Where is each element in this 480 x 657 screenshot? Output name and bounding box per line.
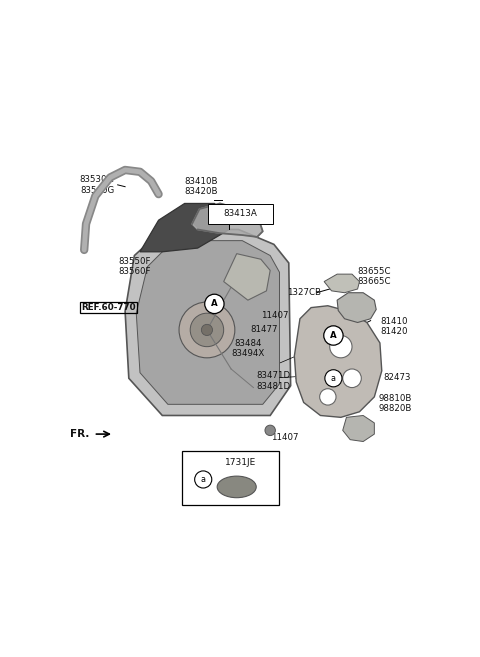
Circle shape xyxy=(204,294,224,313)
FancyBboxPatch shape xyxy=(208,204,273,224)
Polygon shape xyxy=(324,274,360,293)
Polygon shape xyxy=(140,204,229,252)
Text: a: a xyxy=(331,374,336,383)
Circle shape xyxy=(325,370,342,387)
Circle shape xyxy=(265,425,276,436)
Polygon shape xyxy=(343,415,374,442)
Circle shape xyxy=(190,313,224,347)
Text: a: a xyxy=(201,475,206,484)
Circle shape xyxy=(320,389,336,405)
Text: 1731JE: 1731JE xyxy=(225,458,256,467)
Text: 81410
81420: 81410 81420 xyxy=(381,317,408,336)
Text: 83530M
83540G: 83530M 83540G xyxy=(80,175,115,194)
Circle shape xyxy=(179,302,235,358)
Text: A: A xyxy=(211,300,218,308)
Text: 81477: 81477 xyxy=(250,325,277,334)
Text: 83550F
83560F: 83550F 83560F xyxy=(118,257,151,277)
Polygon shape xyxy=(224,254,270,300)
Polygon shape xyxy=(125,229,290,415)
Text: A: A xyxy=(330,331,337,340)
FancyBboxPatch shape xyxy=(181,451,279,505)
Text: 83484
83494X: 83484 83494X xyxy=(231,339,264,358)
Circle shape xyxy=(202,325,213,336)
Polygon shape xyxy=(337,293,376,323)
Circle shape xyxy=(324,326,343,345)
Text: 11407: 11407 xyxy=(261,311,289,319)
Circle shape xyxy=(343,369,361,388)
Text: FR.: FR. xyxy=(71,429,90,439)
Circle shape xyxy=(330,336,352,358)
Polygon shape xyxy=(136,240,279,404)
Text: 83410B
83420B: 83410B 83420B xyxy=(185,177,218,196)
Text: 82473: 82473 xyxy=(383,373,410,382)
Text: 98810B
98820B: 98810B 98820B xyxy=(378,394,412,413)
Text: 83655C
83665C: 83655C 83665C xyxy=(358,267,391,286)
Circle shape xyxy=(195,471,212,488)
Text: 11407: 11407 xyxy=(271,432,299,442)
Text: 83471D
83481D: 83471D 83481D xyxy=(257,371,291,391)
Text: REF.60-770: REF.60-770 xyxy=(81,303,136,312)
Ellipse shape xyxy=(217,476,256,498)
Polygon shape xyxy=(294,306,382,417)
Text: 83413A: 83413A xyxy=(224,210,257,218)
Text: 1327CB: 1327CB xyxy=(287,288,321,297)
Polygon shape xyxy=(192,204,263,237)
